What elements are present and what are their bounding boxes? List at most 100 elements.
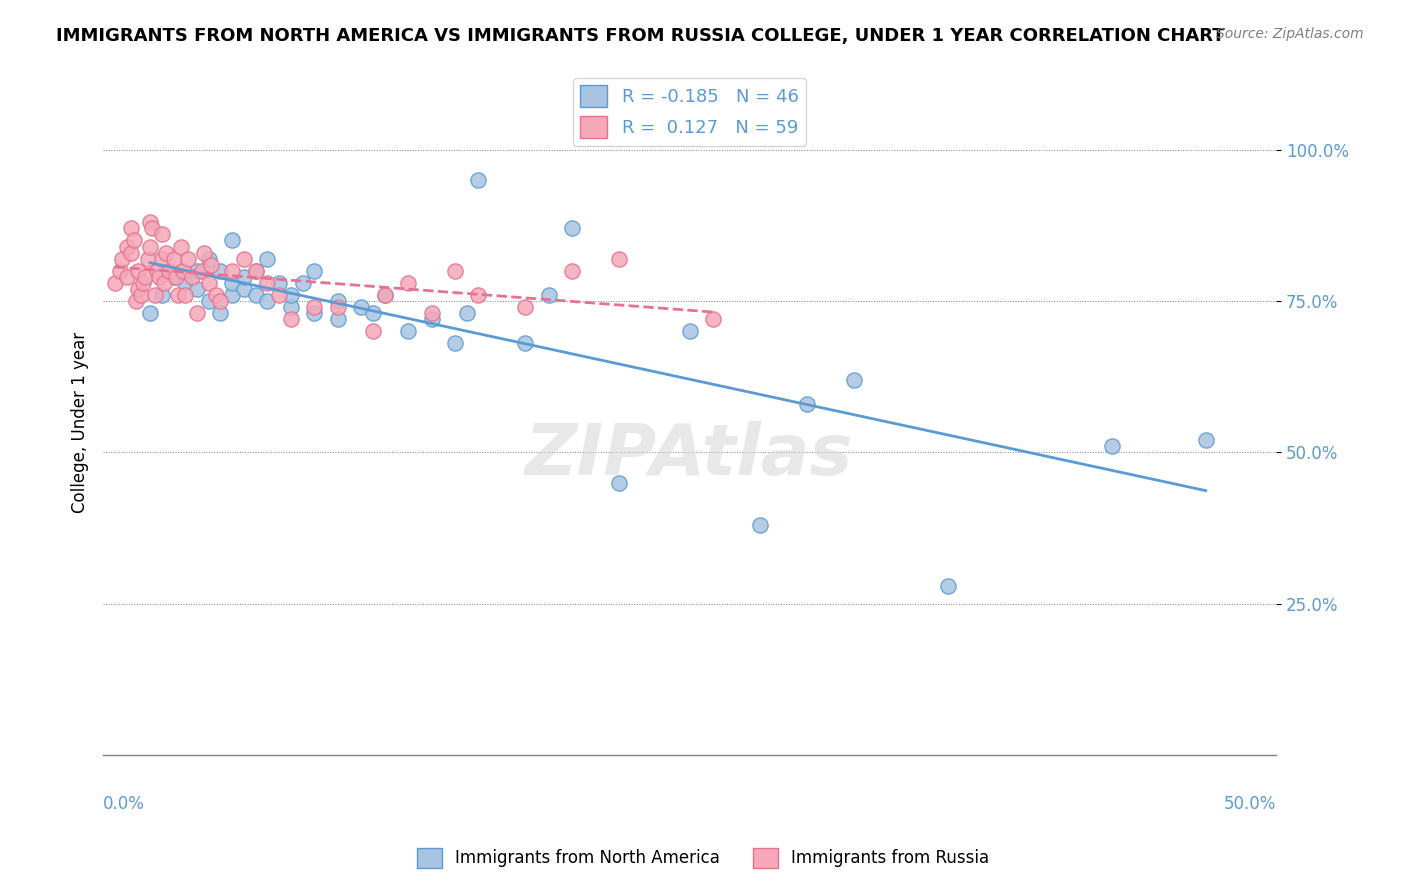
Point (232, 282, 254, 296)
Y-axis label: College, Under 1 year: College, Under 1 year (72, 332, 89, 513)
Point (396, 276, 419, 290)
Point (515, 336, 537, 351)
Point (139, 215, 162, 229)
Point (167, 288, 190, 302)
Point (162, 252, 184, 266)
Point (1195, 434, 1218, 448)
Text: 50.0%: 50.0% (1223, 796, 1277, 814)
Text: ZIPAtlas: ZIPAtlas (526, 421, 853, 490)
Text: Source: ZipAtlas.com: Source: ZipAtlas.com (1216, 27, 1364, 41)
Point (467, 288, 489, 302)
Point (157, 264, 180, 278)
Point (350, 300, 373, 314)
Text: 0.0%: 0.0% (103, 796, 145, 814)
Point (134, 269, 156, 284)
Point (326, 293, 349, 308)
Point (139, 239, 162, 253)
Point (420, 312, 443, 326)
Point (169, 239, 191, 253)
Point (1101, 439, 1123, 453)
Point (115, 269, 138, 284)
Point (326, 312, 349, 326)
Point (176, 252, 198, 266)
Point (361, 306, 384, 320)
Point (280, 288, 302, 302)
Point (361, 324, 384, 338)
Point (150, 227, 173, 242)
Point (326, 300, 349, 314)
Point (139, 306, 162, 320)
Point (150, 288, 173, 302)
Point (186, 306, 208, 320)
Point (936, 579, 959, 593)
Point (141, 221, 163, 235)
Point (162, 269, 184, 284)
Point (607, 252, 630, 266)
Point (304, 300, 326, 314)
Point (749, 518, 772, 533)
Point (132, 276, 155, 290)
Point (304, 306, 326, 320)
Point (267, 276, 290, 290)
Point (115, 239, 138, 253)
Point (108, 264, 131, 278)
Point (245, 288, 267, 302)
Point (256, 276, 278, 290)
Point (209, 264, 232, 278)
Point (267, 288, 290, 302)
Point (104, 276, 127, 290)
Point (256, 293, 278, 308)
Point (374, 288, 396, 302)
Point (120, 245, 142, 260)
Point (467, 173, 489, 187)
Point (153, 276, 176, 290)
Point (420, 306, 443, 320)
Point (181, 269, 204, 284)
Point (221, 288, 243, 302)
Point (537, 288, 560, 302)
Point (129, 288, 152, 302)
Point (197, 293, 219, 308)
Point (245, 264, 267, 278)
Point (702, 312, 724, 326)
Point (304, 264, 326, 278)
Point (190, 264, 212, 278)
Legend: R = -0.185   N = 46, R =  0.127   N = 59: R = -0.185 N = 46, R = 0.127 N = 59 (574, 78, 806, 145)
Point (232, 269, 254, 284)
Point (280, 312, 302, 326)
Text: IMMIGRANTS FROM NORTH AMERICA VS IMMIGRANTS FROM RUSSIA COLLEGE, UNDER 1 YEAR CO: IMMIGRANTS FROM NORTH AMERICA VS IMMIGRA… (56, 27, 1225, 45)
Point (396, 324, 419, 338)
Point (120, 221, 142, 235)
Point (148, 269, 170, 284)
Point (174, 288, 197, 302)
Point (232, 252, 254, 266)
Point (561, 221, 583, 235)
Point (456, 306, 478, 320)
Point (165, 269, 187, 284)
Point (125, 293, 148, 308)
Point (256, 252, 278, 266)
Point (111, 252, 134, 266)
Point (200, 258, 222, 272)
Point (561, 264, 583, 278)
Point (209, 293, 232, 308)
Point (193, 245, 215, 260)
Point (221, 276, 243, 290)
Point (374, 288, 396, 302)
Point (291, 276, 314, 290)
Point (186, 282, 208, 296)
Legend: Immigrants from North America, Immigrants from Russia: Immigrants from North America, Immigrant… (409, 841, 997, 875)
Point (150, 252, 173, 266)
Point (515, 300, 537, 314)
Point (174, 276, 197, 290)
Point (127, 264, 149, 278)
Point (221, 264, 243, 278)
Point (127, 282, 149, 296)
Point (204, 288, 226, 302)
Point (444, 264, 467, 278)
Point (143, 288, 166, 302)
Point (280, 300, 302, 314)
Point (136, 252, 159, 266)
Point (842, 373, 865, 387)
Point (146, 264, 169, 278)
